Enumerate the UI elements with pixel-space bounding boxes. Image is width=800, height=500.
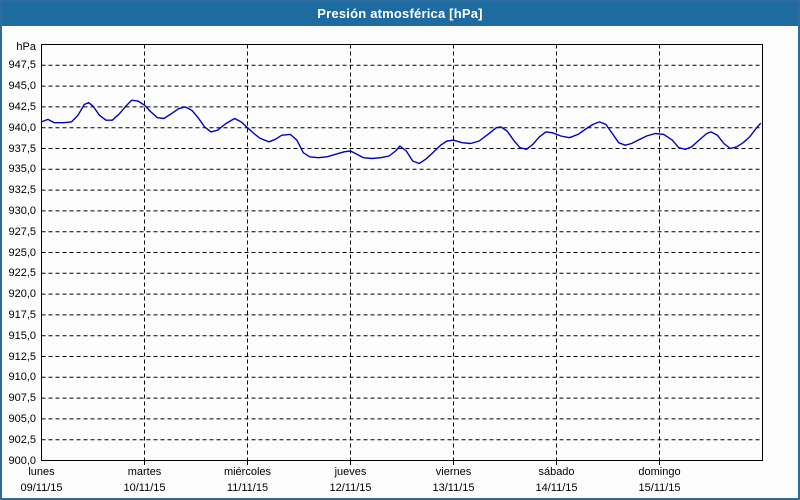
y-axis-tick-label: 900,0 <box>8 454 36 467</box>
x-axis-date-label: 10/11/15 <box>123 482 166 494</box>
y-axis-tick-label: 902,5 <box>8 433 36 446</box>
y-axis-tick-label: 937,5 <box>8 142 36 155</box>
x-axis-day-label: lunes <box>28 466 55 478</box>
x-axis-day-label: viernes <box>435 466 472 478</box>
y-axis-tick-label: 910,0 <box>8 371 36 384</box>
y-axis-tick-label: 922,5 <box>8 267 36 280</box>
x-axis-day-label: martes <box>127 466 162 478</box>
x-axis-day-label: miércoles <box>223 466 272 478</box>
y-axis-tick-label: 920,0 <box>8 288 36 301</box>
x-axis-date-label: 14/11/15 <box>535 482 578 494</box>
x-axis-date-label: 13/11/15 <box>432 482 475 494</box>
y-axis-tick-label: 945,0 <box>8 80 36 93</box>
x-axis-date-label: 09/11/15 <box>20 482 63 494</box>
y-axis-tick-label: 947,5 <box>8 59 36 72</box>
y-axis-tick-label: 905,0 <box>8 412 36 425</box>
x-axis-day-label: jueves <box>334 466 367 478</box>
x-axis-day-label: domingo <box>638 466 681 478</box>
y-axis-tick-label: 927,5 <box>8 225 36 238</box>
y-axis-tick-label: 940,0 <box>8 121 36 134</box>
y-axis-unit-label: hPa <box>16 40 36 53</box>
x-axis-date-label: 11/11/15 <box>226 482 269 494</box>
x-axis-date-label: 12/11/15 <box>329 482 372 494</box>
y-axis-tick-label: 915,0 <box>8 329 36 342</box>
y-axis-tick-label: 912,5 <box>8 350 36 363</box>
y-axis-tick-label: 942,5 <box>8 100 36 113</box>
x-axis-day-label: sábado <box>538 466 575 478</box>
pressure-line <box>40 99 762 165</box>
window-titlebar: Presión atmosférica [hPa] <box>2 2 798 26</box>
y-axis-tick-label: 917,5 <box>8 308 36 321</box>
y-axis-tick-label: 925,0 <box>8 246 36 259</box>
x-axis-date-label: 15/11/15 <box>638 482 681 494</box>
window-title: Presión atmosférica [hPa] <box>317 6 483 21</box>
plot-border <box>41 44 763 461</box>
y-axis-tick-label: 935,0 <box>8 163 36 176</box>
y-axis-tick-label: 930,0 <box>8 204 36 217</box>
y-axis-tick-label: 907,5 <box>8 392 36 405</box>
y-axis-tick-label: 932,5 <box>8 184 36 197</box>
